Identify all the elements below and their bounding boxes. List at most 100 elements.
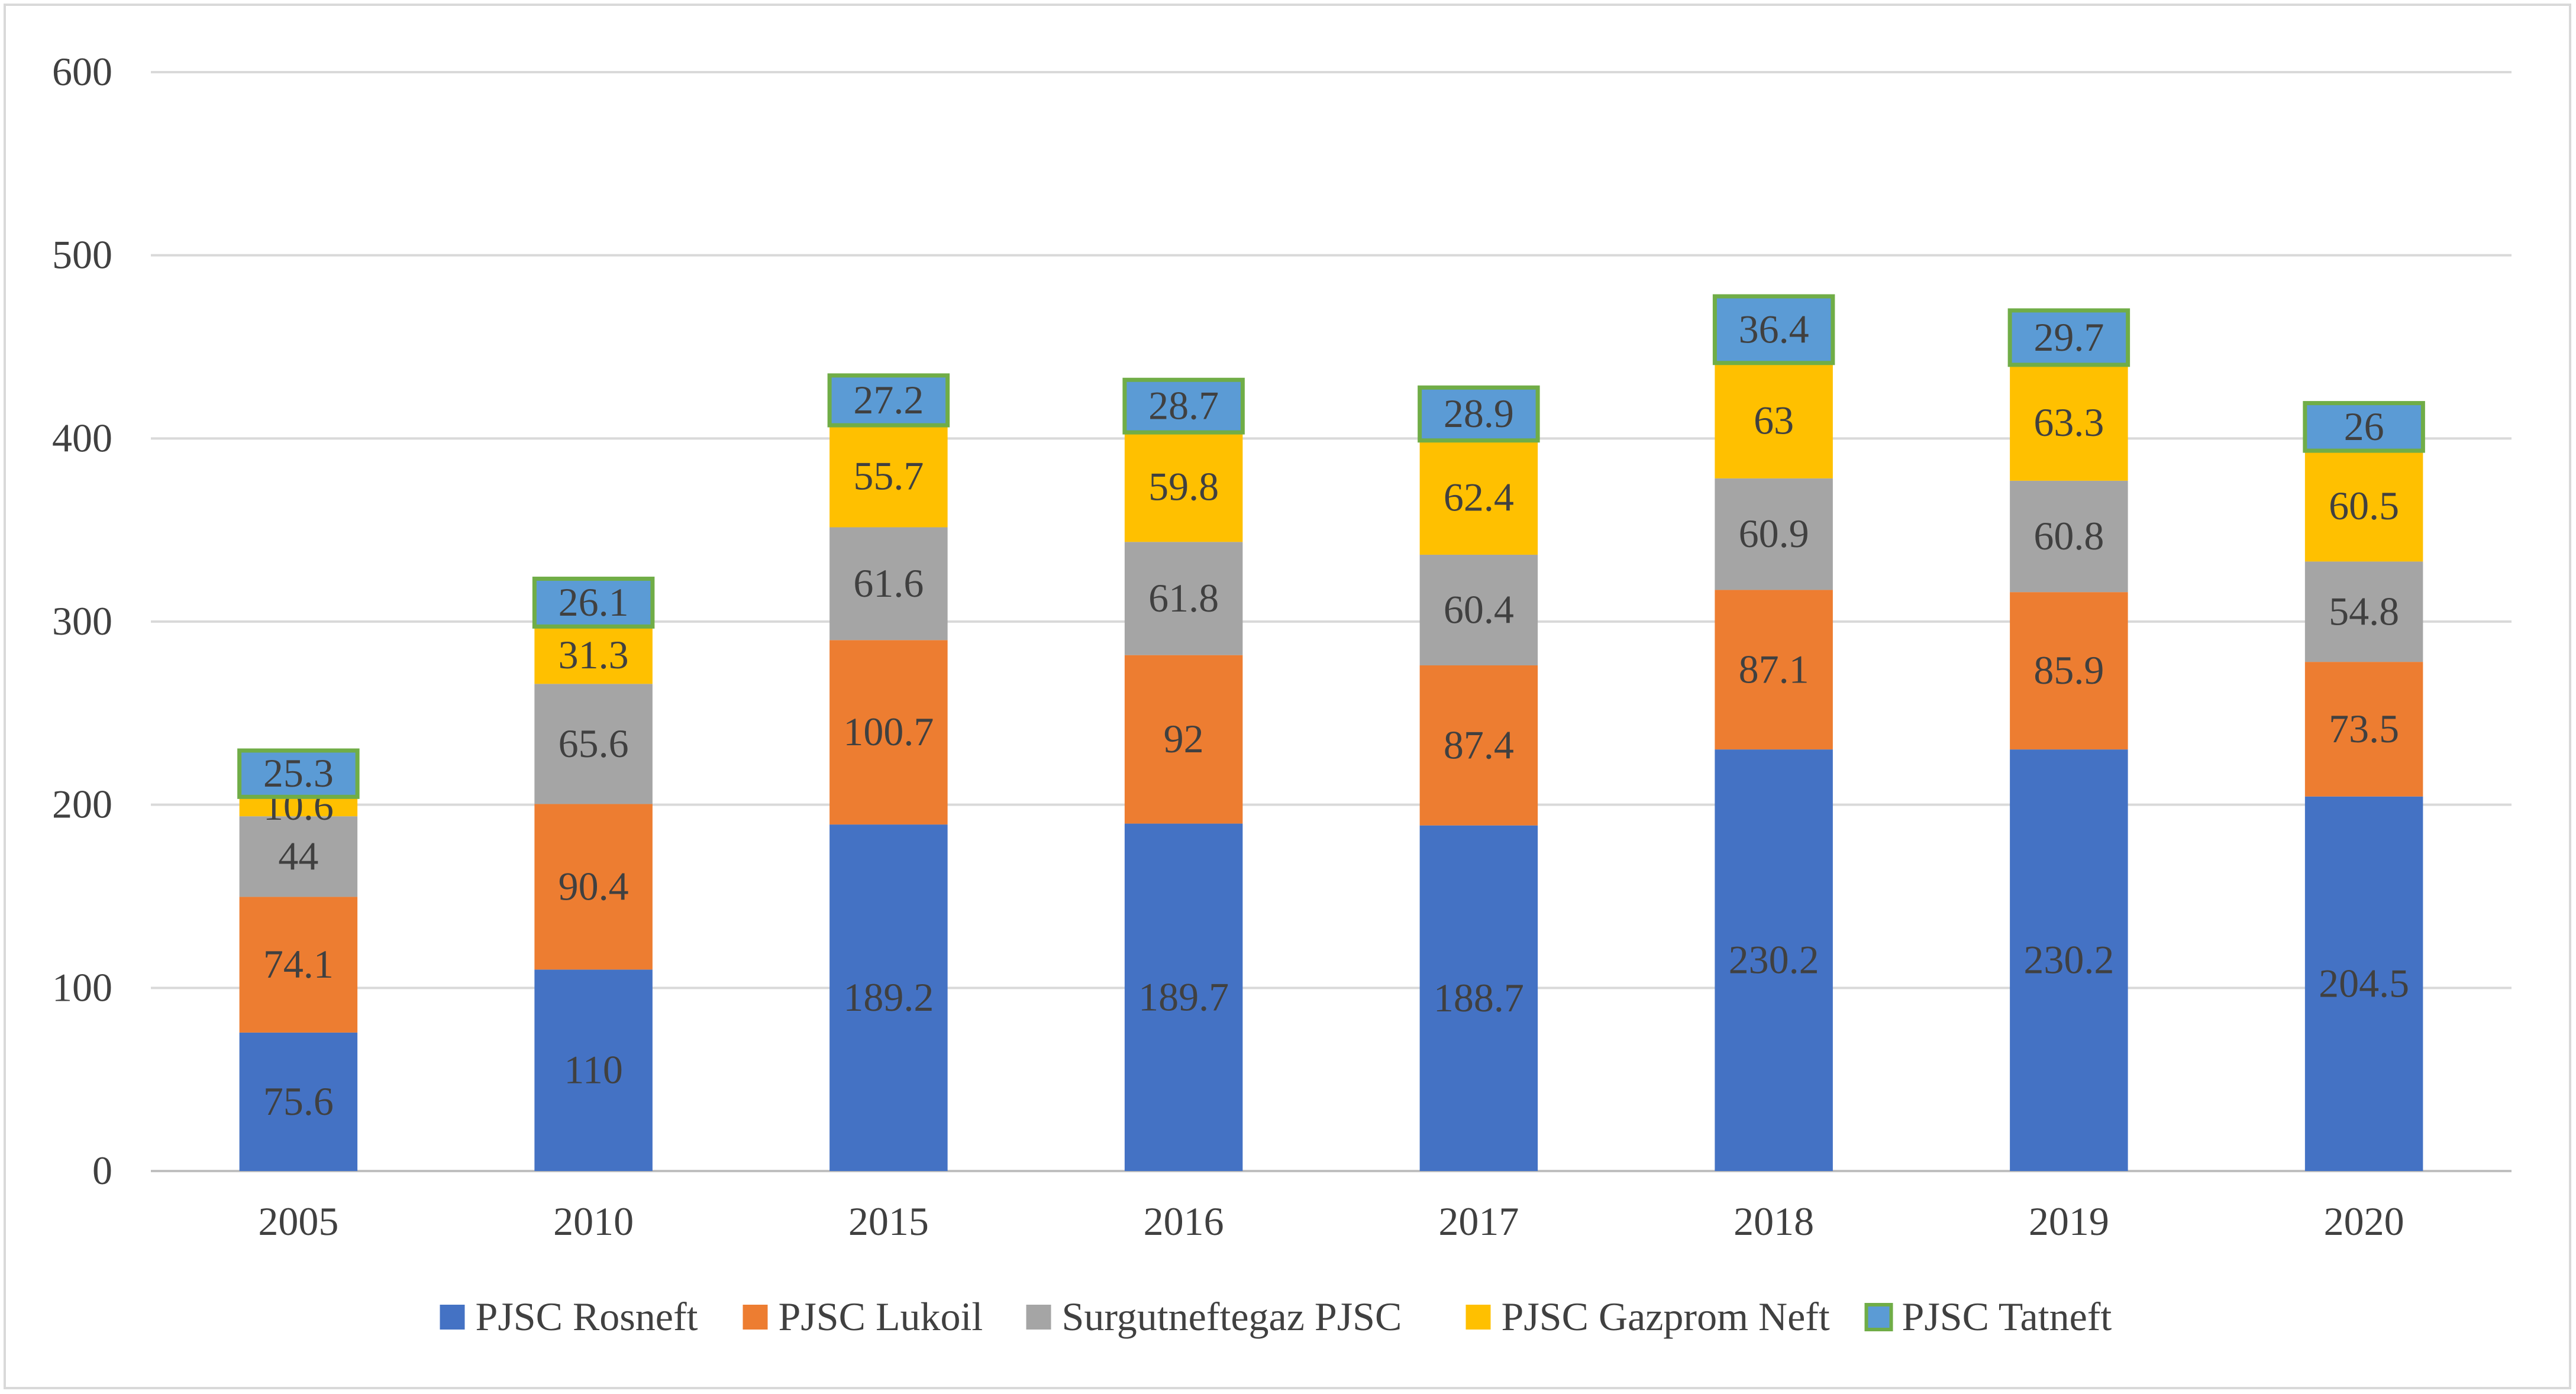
bar-segment	[534, 804, 653, 970]
data-label: 100.7	[843, 709, 934, 754]
bar-segment	[1124, 823, 1243, 1171]
bar-segment	[239, 897, 358, 1033]
x-tick-label: 2019	[2029, 1199, 2109, 1244]
data-label: 87.1	[1739, 646, 1809, 691]
bar-segment	[237, 748, 360, 799]
y-tick-label: 400	[52, 415, 112, 460]
data-label: 61.6	[853, 561, 924, 606]
legend-label: PJSC Lukoil	[779, 1294, 983, 1339]
legend-swatch	[1465, 1305, 1491, 1330]
y-tick-label: 0	[92, 1148, 112, 1193]
data-label: 28.9	[1444, 391, 1514, 436]
bar-segment	[1124, 432, 1243, 542]
y-tick-label: 300	[52, 599, 112, 643]
x-tick-label: 2018	[1734, 1199, 1814, 1244]
y-tick-label: 500	[52, 232, 112, 277]
data-label: 60.5	[2329, 483, 2399, 528]
data-label: 44	[278, 833, 318, 878]
legend-label: Surgutneftegaz PJSC	[1062, 1294, 1402, 1339]
bar-segment	[829, 527, 948, 641]
data-label: 60.9	[1739, 511, 1809, 556]
data-label: 230.2	[1729, 937, 1819, 982]
data-label: 63.3	[2033, 400, 2104, 445]
bar-segment	[2304, 796, 2423, 1171]
bar-segment	[1715, 478, 1833, 590]
bar-segment	[829, 824, 948, 1171]
legend-swatch	[440, 1305, 465, 1330]
data-label: 60.8	[2033, 513, 2104, 558]
bar-segment	[1419, 665, 1538, 826]
bar-segment	[534, 684, 653, 804]
x-tick-label: 2016	[1144, 1199, 1224, 1244]
bar-segment	[1715, 590, 1833, 750]
data-label: 62.4	[1444, 474, 1514, 519]
data-label: 110	[564, 1047, 622, 1092]
data-label: 85.9	[2033, 648, 2104, 693]
data-label: 27.2	[853, 377, 924, 422]
bar-segment	[1418, 385, 1540, 443]
bar-segment	[534, 969, 653, 1171]
legend-label: PJSC Gazprom Neft	[1502, 1294, 1830, 1339]
bar-segment	[1124, 542, 1243, 655]
data-label: 189.2	[843, 975, 934, 1020]
data-label: 75.6	[263, 1079, 334, 1124]
bar-segment	[2304, 561, 2423, 662]
bar-segment	[1419, 440, 1538, 555]
data-label: 25.3	[263, 751, 334, 795]
data-label: 74.1	[263, 942, 334, 987]
legend-swatch	[1026, 1305, 1051, 1330]
data-label: 31.3	[559, 632, 629, 677]
data-label: 90.4	[559, 863, 629, 908]
bar-segment	[239, 816, 358, 897]
data-label: 204.5	[2319, 960, 2409, 1005]
data-label: 54.8	[2329, 588, 2399, 633]
bar-segment	[2304, 662, 2423, 797]
legend-swatch	[1864, 1303, 1893, 1331]
data-label: 188.7	[1434, 975, 1524, 1020]
chart-frame	[4, 4, 2571, 1389]
data-label: 87.4	[1444, 722, 1514, 767]
bar-segment	[239, 797, 358, 817]
bar-segment	[2303, 401, 2425, 453]
bar-segment	[2010, 364, 2128, 481]
bar-segment	[2010, 480, 2128, 593]
data-label: 36.4	[1739, 306, 1809, 351]
data-label: 29.7	[2033, 315, 2104, 360]
data-label: 26	[2344, 404, 2384, 449]
bar-segment	[534, 626, 653, 684]
data-label: 63	[1754, 397, 1794, 442]
data-label: 59.8	[1148, 464, 1219, 509]
bar-segment	[829, 425, 948, 528]
bar-segment	[827, 373, 950, 428]
data-label: 65.6	[559, 721, 629, 766]
bar-segment	[1419, 825, 1538, 1171]
data-label: 230.2	[2023, 937, 2114, 982]
bar-segment	[239, 1032, 358, 1171]
bar-segment	[2010, 592, 2128, 750]
y-tick-label: 200	[52, 782, 112, 827]
x-tick-label: 2017	[1438, 1199, 1519, 1244]
x-tick-label: 2010	[553, 1199, 634, 1244]
legend-swatch	[743, 1305, 768, 1330]
data-label: 73.5	[2329, 706, 2399, 751]
legend-label: PJSC Rosneft	[476, 1294, 698, 1339]
x-tick-label: 2020	[2324, 1199, 2404, 1244]
data-label: 26.1	[559, 580, 629, 625]
bar-segment	[532, 577, 655, 629]
bar-segment	[2304, 451, 2423, 562]
data-label: 28.7	[1148, 383, 1219, 428]
bar-segment	[2007, 308, 2130, 367]
x-tick-label: 2015	[848, 1199, 929, 1244]
bar-segment	[1712, 294, 1835, 366]
y-tick-label: 600	[52, 49, 112, 94]
data-label: 92	[1164, 716, 1204, 761]
y-tick-label: 100	[52, 965, 112, 1010]
legend-label: PJSC Tatneft	[1902, 1294, 2112, 1339]
bar-segment	[1122, 377, 1245, 435]
bar-segment	[2010, 749, 2128, 1171]
bar-segment	[1715, 363, 1833, 478]
bar-segment	[1124, 655, 1243, 824]
data-label: 189.7	[1138, 974, 1229, 1019]
bar-segment	[829, 640, 948, 825]
